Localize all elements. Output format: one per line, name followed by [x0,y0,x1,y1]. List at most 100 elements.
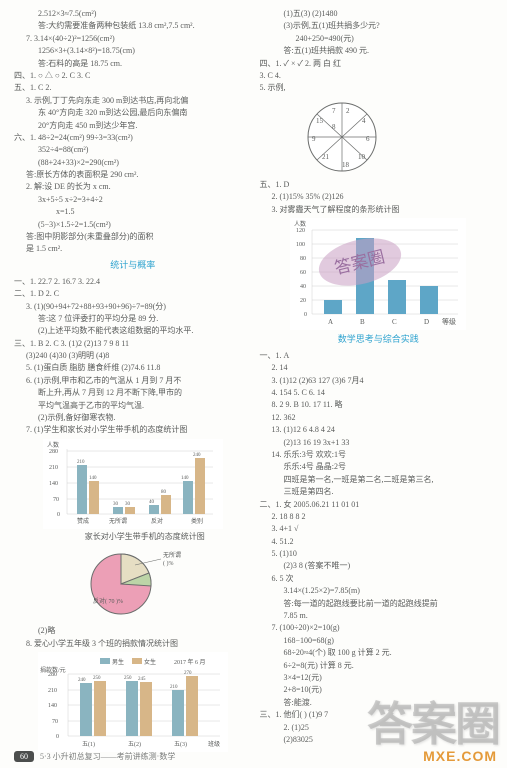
svg-text:9: 9 [312,135,316,143]
line: 5. 示例, [260,82,498,94]
svg-text:15: 15 [316,117,324,125]
line: 答:每一道的起跑线要比前一道的起跑线提前 [260,598,498,610]
line: 答:大约需要准备两种包装纸 13.8 cm²,7.5 cm². [14,20,252,32]
line: 352÷4=88(cm²) [14,144,252,156]
line: 7. 3.14×(40÷2)²=1256(cm²) [14,33,252,45]
svg-text:210: 210 [48,688,57,694]
svg-text:140: 140 [89,476,97,481]
line: 3. 示例,丁丁先向东走 300 m到达书店,再向北偏 [14,95,252,107]
section-title-think: 数学思考与综合实践 [260,333,498,347]
line: 6. (1)示例,甲市和乙市的气温从 1 月到 7 月不 [14,375,252,387]
chart-donation-bar: 男生 女生 2017 年 6 月 捐款数/元 280 210 140 70 0 … [38,652,228,752]
svg-text:30: 30 [125,502,131,507]
line: 答:原长方体的表面积是 290 cm². [14,169,252,181]
line: 3. 4+1 √ [260,523,498,535]
line: (2)13 16 19 3x+1 33 [260,437,498,449]
item-si: 四、1. ✓ × ✓ 2. 两 白 红 [260,58,498,70]
page-number: 60 [14,751,34,762]
svg-text:250: 250 [93,676,101,681]
svg-text:10: 10 [358,153,366,161]
line: 3x+5÷5 x÷2=3+4÷2 [14,194,252,206]
svg-text:0: 0 [304,312,307,318]
line: 240+250=490(元) [260,33,498,45]
item-wu-1: 五、1. C 2. [14,82,252,94]
line: 2. 解:设 DE 的长为 x cm. [14,181,252,193]
svg-text:D: D [424,318,429,326]
svg-text:140: 140 [181,476,189,481]
line: 三、1. B 2. C 3. (1)2 (2)13 7 9 8 11 [14,338,252,350]
item-si: 四、1. ○ △ ○ 2. C 3. C [14,70,252,82]
line: 6÷2=8(元) 计算 8 元. [260,660,498,672]
line: 5. (1)10 [260,548,498,560]
svg-text:60: 60 [300,270,306,276]
svg-text:70: 70 [53,497,59,503]
svg-text:女生: 女生 [144,658,156,666]
line: 二、1. 女 2005.06.21 11 01 01 [260,499,498,511]
line: 3. C 4. [260,70,498,82]
svg-text:120: 120 [296,228,305,234]
svg-text:五(2): 五(2) [128,741,141,748]
line: 3×4=12(元) [260,672,498,684]
line: 四班是第一名,一班是第二名,二班是第三名, [260,474,498,486]
line: 3. (1)12 (2)63 127 (3)6 7月4 [260,375,498,387]
svg-text:240: 240 [78,678,86,683]
line: 答:石料的高是 18.75 cm. [14,58,252,70]
line: 三班是第四名. [260,486,498,498]
svg-text:0: 0 [56,734,59,740]
line: 乐乐:4号 晶晶:2号 [260,461,498,473]
line: 12. 362 [260,412,498,424]
line: 答:图中阴影部分(未重叠部分)的面积 [14,231,252,243]
svg-text:A: A [328,318,333,326]
svg-text:C: C [392,318,397,326]
svg-text:B: B [360,318,365,326]
svg-text:210: 210 [170,685,178,690]
line: 14. 乐乐:3号 欢欢:1号 [260,449,498,461]
svg-text:270: 270 [184,671,192,676]
line: 五、1. D [260,179,498,191]
svg-text:70: 70 [52,719,58,725]
chart-haze-bar: 人数 120 100 80 60 40 20 0 A B C D 等级 [290,218,466,330]
svg-text:无所谓: 无所谓 [163,551,181,559]
svg-text:反对: 反对 [151,517,163,525]
line: 5. (1)蛋白质 脂肪 膳食纤维 (2)74.6 11.8 [14,362,252,374]
svg-text:210: 210 [77,460,85,465]
line: 3.14×(1.25×2)=7.85(m) [260,585,498,597]
svg-text:五(3): 五(3) [174,741,187,748]
svg-text:30: 30 [113,502,119,507]
left-column: 2.512×3≈7.5(cm²) 答:大约需要准备两种包装纸 13.8 cm²,… [14,8,252,754]
line: 7. (100÷20)×2=10(g) [260,622,498,634]
ylabel: 人数 [47,441,59,449]
svg-text:210: 210 [49,465,58,471]
line: 4. 154 5. C 6. 14 [260,387,498,399]
svg-text:人数: 人数 [294,220,306,228]
svg-text:0: 0 [57,512,60,518]
line: (2)上述平均数不能代表这组数据的平均水平. [14,325,252,337]
svg-text:280: 280 [48,672,57,678]
svg-text:无所谓: 无所谓 [109,517,127,525]
line: 二、1. D 2. C [14,288,252,300]
line: 3. 对雾霾天气了解程度的条形统计图 [260,204,498,216]
svg-text:赞成: 赞成 [77,517,89,525]
line: (2)示例,备好御寒衣物. [14,412,252,424]
svg-text:6: 6 [366,135,370,143]
svg-text:( )%: ( )% [163,560,174,567]
svg-text:40: 40 [300,284,306,290]
section-title-stats: 统计与概率 [14,259,252,273]
svg-text:2017 年 6 月: 2017 年 6 月 [174,658,206,666]
line: (88+24+33)×2=290(cm²) [14,157,252,169]
svg-text:等级: 等级 [442,317,456,326]
line: 是 1.5 cm². [14,243,252,255]
line: 168−100=68(g) [260,635,498,647]
line: (2)3 8 (答案不唯一) [260,560,498,572]
svg-text:8: 8 [332,123,336,131]
svg-text:245: 245 [138,677,146,682]
svg-text:20: 20 [300,298,306,304]
line: 6. 5 次 [260,573,498,585]
line: 68÷20≈4(个) 取 100 g 计算 2 元. [260,647,498,659]
footer-text: 5·3 小升初总复习——考前讲练测·数学 [40,751,175,762]
right-column: (1)五(3) (2)1480 (3)示例,五(1)班共捐多少元? 240+25… [260,8,498,754]
line: 2. 14 [260,362,498,374]
svg-text:班级: 班级 [208,740,220,748]
svg-text:240: 240 [193,453,201,458]
svg-text:80: 80 [300,256,306,262]
